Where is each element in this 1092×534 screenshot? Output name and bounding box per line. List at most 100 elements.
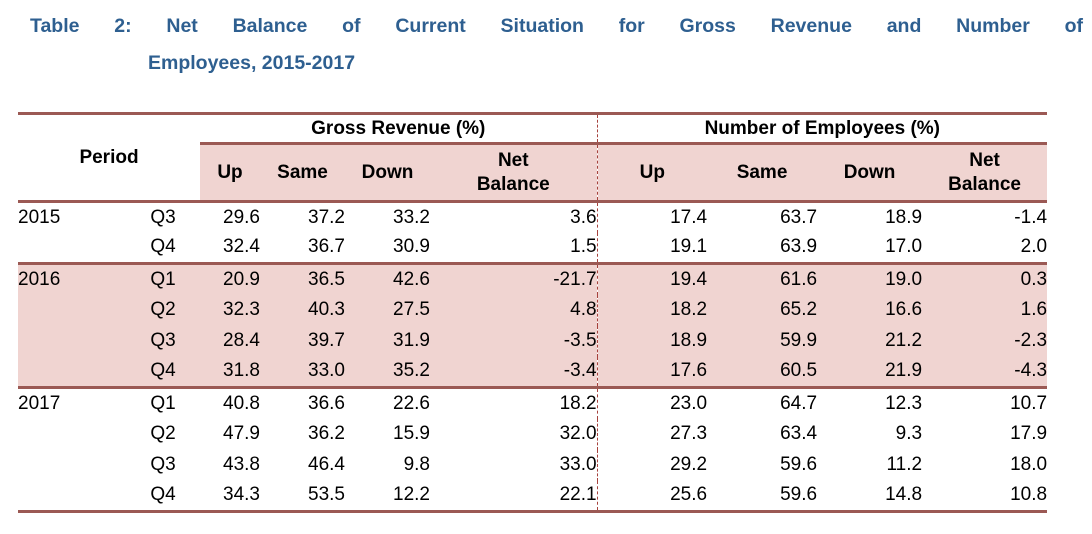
quarter-cell: Q1 <box>126 262 200 295</box>
gr-same-cell: 33.0 <box>260 356 345 388</box>
year-cell: 2016 <box>18 262 126 295</box>
ne-same-cell: 65.2 <box>707 294 818 326</box>
gr-down-cell: 12.2 <box>393 484 430 506</box>
gr-net-cell: 1.5 <box>570 236 597 258</box>
gr-net-cell: -21.7 <box>430 262 598 295</box>
ne-same-cell: 63.7 <box>780 206 818 228</box>
ne-net-cell: 10.8 <box>1010 484 1048 506</box>
caption-line-2: Employees, 2015-2017 <box>148 52 356 74</box>
gr-down-header: Down <box>345 143 430 203</box>
gr-net-cell: 3.6 <box>570 206 597 228</box>
gr-up-cell: 43.8 <box>223 454 260 475</box>
table-row: Q4 32.4 36.7 30.9 1.5 19.1 63.9 17.0 2.0 <box>18 232 1048 264</box>
gr-same-header: Same <box>260 143 345 203</box>
gr-same-cell: 40.3 <box>260 294 345 326</box>
gr-down-cell: 42.6 <box>345 262 430 295</box>
ne-same-cell: 60.5 <box>707 356 818 388</box>
quarter-cell: Q4 <box>126 356 200 388</box>
quarter-cell: Q4 <box>150 484 176 506</box>
table-row: Q2 32.3 40.3 27.5 4.8 18.2 65.2 16.6 1.6 <box>18 294 1048 326</box>
ne-down-cell: 14.8 <box>885 484 923 506</box>
ne-up-cell: 23.0 <box>596 386 708 419</box>
ne-net-cell: 18.0 <box>1010 454 1048 475</box>
ne-up-cell: 27.3 <box>596 418 708 450</box>
ne-same-cell: 64.7 <box>707 386 818 419</box>
ne-same-cell: 63.9 <box>780 236 818 258</box>
year-cell <box>18 233 126 264</box>
caption-line-1: Table 2: Net Balance of Current Situatio… <box>30 15 1083 37</box>
quarter-cell: Q3 <box>126 325 200 357</box>
quarter-cell: Q3 <box>150 454 176 475</box>
gr-up-cell: 29.6 <box>223 206 260 228</box>
ne-down-cell: 19.0 <box>817 262 923 295</box>
ne-up-cell: 18.9 <box>596 325 708 357</box>
gr-net-cell: 22.1 <box>559 484 597 506</box>
gr-net-cell: 18.2 <box>430 386 598 419</box>
employees-group-header: Number of Employees (%) <box>596 113 1048 145</box>
ne-same-cell: 59.9 <box>707 325 818 357</box>
ne-up-cell: 19.4 <box>596 262 708 295</box>
gr-net-cell: 4.8 <box>430 294 598 326</box>
year-cell <box>18 325 126 357</box>
ne-same-cell: 61.6 <box>707 262 818 295</box>
ne-up-cell: 17.4 <box>596 201 708 233</box>
ne-net-cell: 10.7 <box>922 386 1048 419</box>
gr-down-cell: 30.9 <box>393 236 430 258</box>
gr-up-cell: 28.4 <box>200 325 260 357</box>
table-row: 2015 Q3 29.6 37.2 33.2 3.6 17.4 63.7 18.… <box>18 201 1047 233</box>
year-cell <box>18 294 126 326</box>
ne-down-cell: 16.6 <box>817 294 923 326</box>
gr-same-cell: 39.7 <box>260 325 345 357</box>
ne-down-cell: 9.3 <box>895 423 923 444</box>
table-row: Q3 28.4 39.7 31.9 -3.5 18.9 59.9 21.2 -2… <box>18 325 1048 357</box>
ne-down-cell: 18.9 <box>885 206 923 228</box>
ne-down-cell: 12.3 <box>817 386 923 419</box>
ne-net-cell: 1.6 <box>922 294 1048 326</box>
quarter-cell: Q4 <box>150 236 176 258</box>
ne-up-cell: 19.1 <box>596 232 708 264</box>
period-header: Period <box>18 113 200 203</box>
quarter-cell: Q3 <box>150 206 176 228</box>
year-cell: 2017 <box>18 386 126 419</box>
ne-same-header: Same <box>707 143 818 203</box>
gr-down-cell: 15.9 <box>393 423 430 444</box>
gr-net-cell: 33.0 <box>559 454 597 475</box>
ne-up-cell: 29.2 <box>596 449 708 481</box>
gr-down-cell: 33.2 <box>393 206 430 228</box>
ne-down-header: Down <box>817 143 923 203</box>
gr-net-balance-header: Net Balance <box>430 143 598 203</box>
quarter-cell: Q1 <box>126 386 200 419</box>
quarter-cell: Q2 <box>150 423 176 444</box>
year-cell <box>18 356 126 388</box>
gr-down-cell: 31.9 <box>345 325 430 357</box>
gr-net-cell: 32.0 <box>559 423 597 444</box>
gr-down-cell: 27.5 <box>345 294 430 326</box>
ne-same-cell: 63.4 <box>780 423 818 444</box>
ne-down-cell: 17.0 <box>885 236 923 258</box>
gr-up-cell: 31.8 <box>200 356 260 388</box>
table-caption: Table 2: Net Balance of Current Situatio… <box>30 8 1083 82</box>
gr-same-cell: 36.2 <box>308 423 345 444</box>
gross-revenue-group-header: Gross Revenue (%) <box>200 113 598 145</box>
ne-up-cell: 17.6 <box>596 356 708 388</box>
table-row: Q3 43.8 46.4 9.8 33.0 29.2 59.6 11.2 18.… <box>18 449 1048 481</box>
gr-up-cell: 34.3 <box>223 484 260 506</box>
ne-down-cell: 21.2 <box>817 325 923 357</box>
gr-same-cell: 36.7 <box>308 236 345 258</box>
gr-up-cell: 40.8 <box>200 386 260 419</box>
ne-net-cell: 17.9 <box>1010 423 1048 444</box>
year-cell <box>18 419 126 450</box>
quarter-cell: Q2 <box>126 294 200 326</box>
gr-same-cell: 36.6 <box>260 386 345 419</box>
table-row: Q4 34.3 53.5 12.2 22.1 25.6 59.6 14.8 10… <box>18 480 1048 512</box>
ne-net-cell: 2.0 <box>1020 236 1048 258</box>
gr-same-cell: 46.4 <box>308 454 345 475</box>
ne-net-cell: -2.3 <box>922 325 1048 357</box>
year-cell <box>18 450 126 481</box>
gr-net-cell: -3.5 <box>430 325 598 357</box>
gr-down-cell: 22.6 <box>345 386 430 419</box>
table-row: 2017 Q1 40.8 36.6 22.6 18.2 23.0 64.7 12… <box>18 386 1048 419</box>
gr-up-cell: 47.9 <box>223 423 260 444</box>
ne-net-cell: -4.3 <box>922 356 1048 388</box>
